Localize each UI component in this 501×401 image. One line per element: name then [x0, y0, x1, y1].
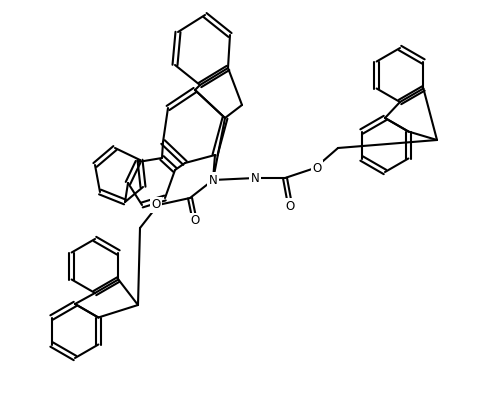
Text: O: O	[151, 198, 161, 211]
Text: O: O	[313, 162, 322, 174]
Text: O: O	[190, 215, 199, 227]
Text: N: N	[250, 172, 260, 184]
Text: O: O	[286, 200, 295, 213]
Text: N: N	[208, 174, 217, 186]
